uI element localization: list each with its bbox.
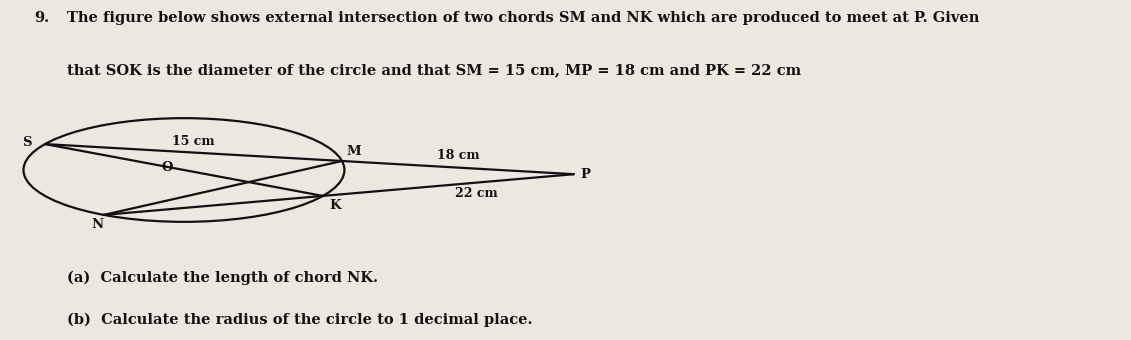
Text: K: K [329, 199, 342, 212]
Text: N: N [90, 218, 103, 232]
Text: P: P [580, 168, 590, 181]
Text: 15 cm: 15 cm [172, 135, 215, 148]
Text: 18 cm: 18 cm [438, 149, 480, 163]
Text: (b)  Calculate the radius of the circle to 1 decimal place.: (b) Calculate the radius of the circle t… [67, 312, 533, 326]
Text: (a)  Calculate the length of chord NK.: (a) Calculate the length of chord NK. [67, 270, 378, 285]
Text: The figure below shows external intersection of two chords SM and NK which are p: The figure below shows external intersec… [67, 11, 979, 25]
Text: O: O [162, 161, 173, 174]
Text: 9.: 9. [34, 11, 49, 25]
Text: 22 cm: 22 cm [455, 187, 498, 200]
Text: M: M [346, 144, 361, 157]
Text: S: S [21, 136, 32, 149]
Text: that SOK is the diameter of the circle and that SM = 15 cm, MP = 18 cm and PK = : that SOK is the diameter of the circle a… [67, 63, 801, 77]
